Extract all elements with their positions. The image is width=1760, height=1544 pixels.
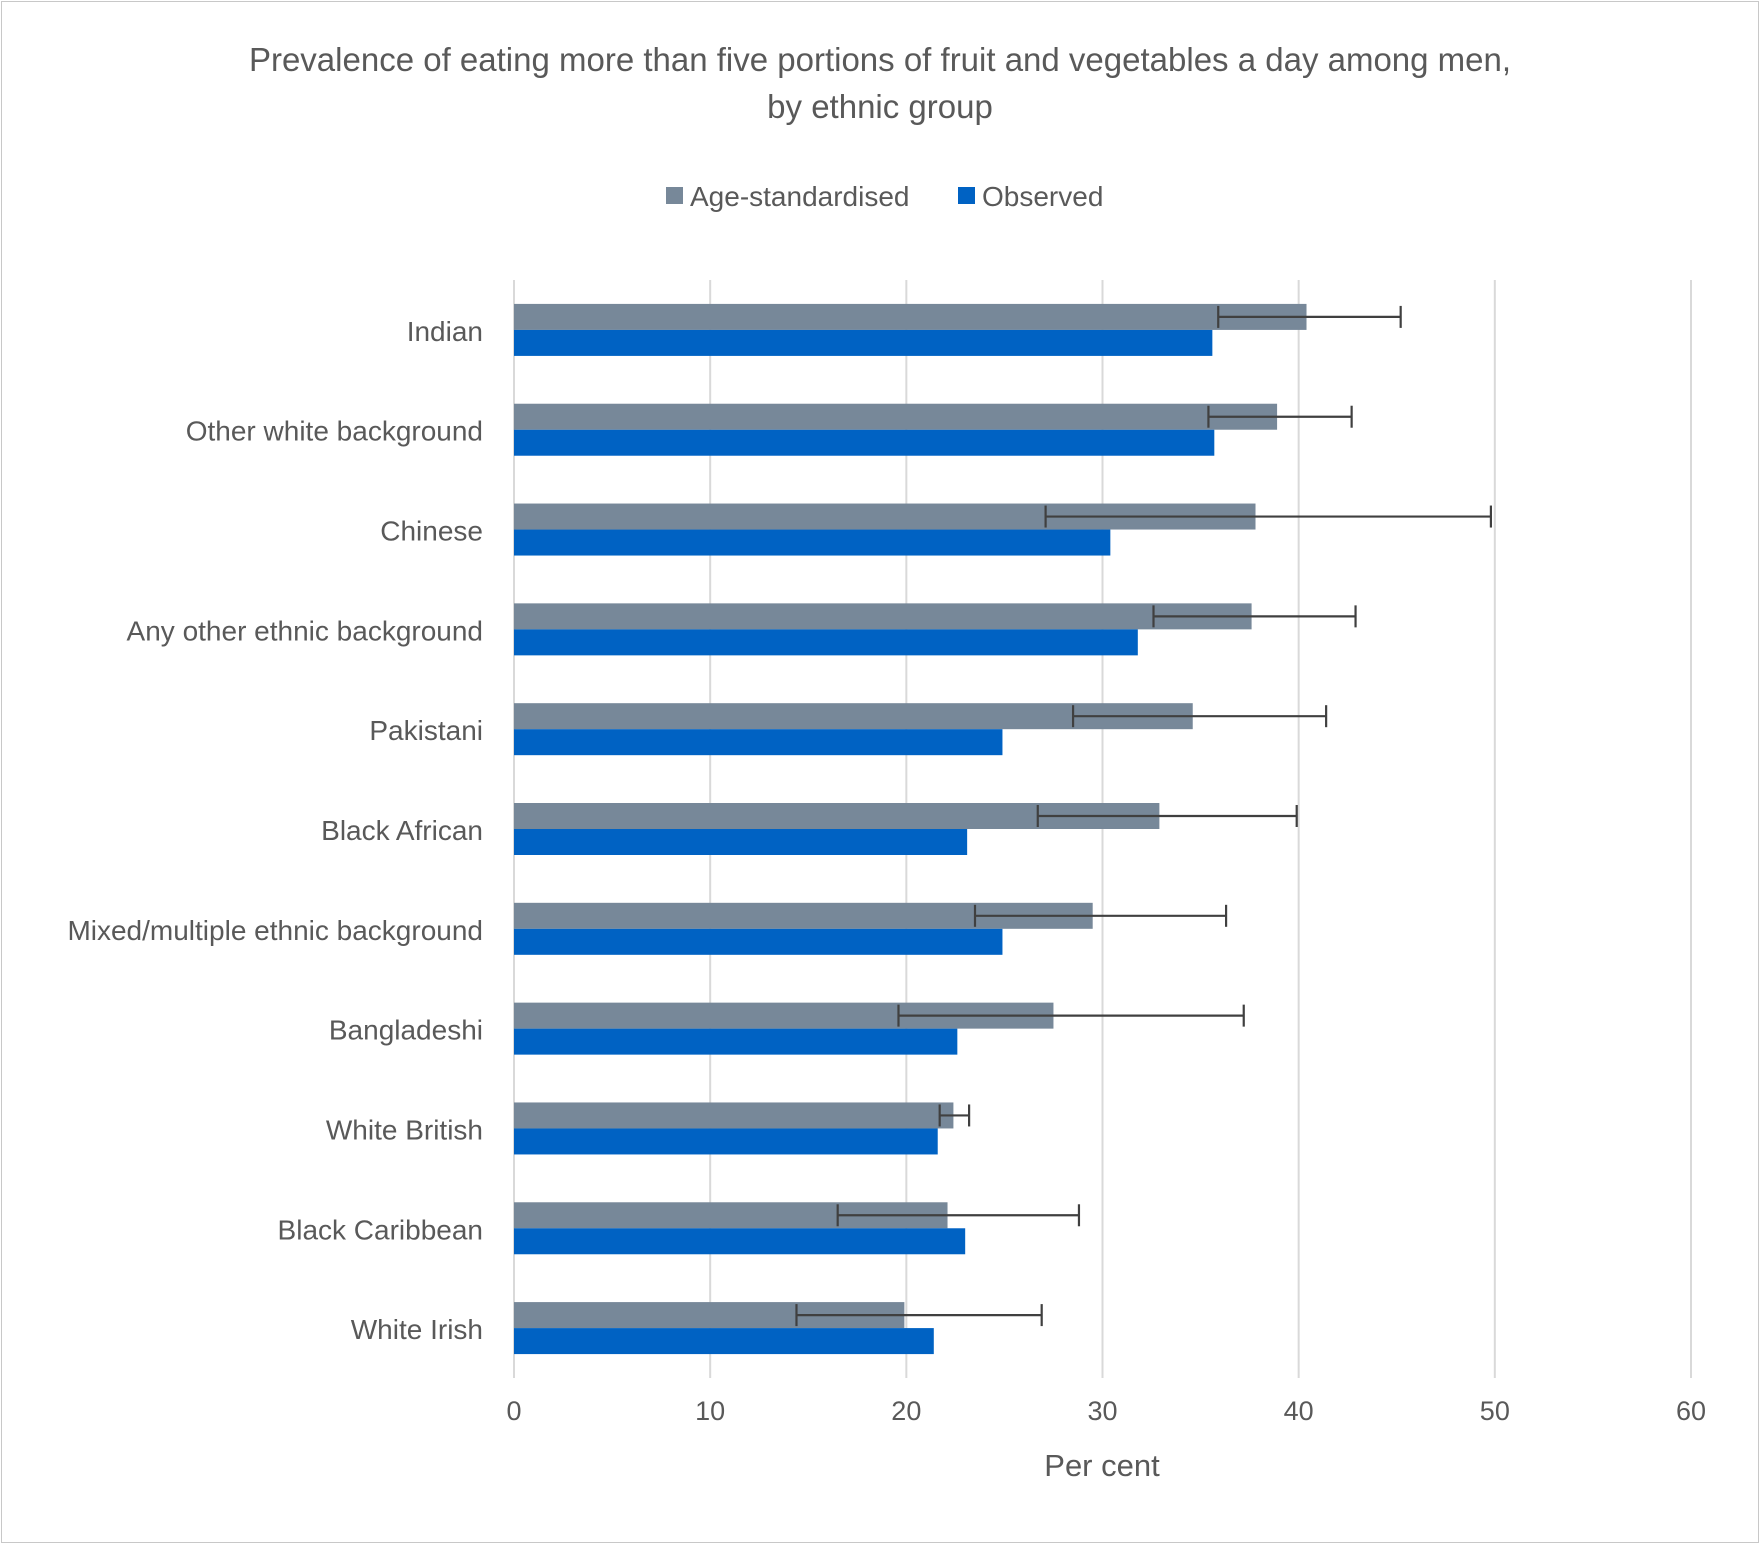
bar-age-standardised [514,303,1307,330]
bar-observed [514,329,1213,356]
bar-observed [514,1228,966,1255]
legend-label: Observed [982,181,1103,212]
x-axis-title: Per cent [1044,1448,1160,1483]
bar-observed [514,1328,934,1355]
bar-age-standardised [514,1102,954,1129]
legend-label: Age-standardised [690,181,909,212]
bars [514,303,1307,1355]
x-tick-label: 30 [1087,1396,1117,1426]
error-bar [795,1304,1043,1327]
category-labels: Indian Other white background Chinese Any o… [67,316,483,1345]
error-bar [938,1104,971,1127]
bar-observed [514,629,1138,656]
bar-observed [514,829,968,855]
error-bar [897,1004,1245,1027]
error-bar [1152,605,1357,628]
category-label: Other white background [186,416,483,447]
legend: Age-standardised Observed [666,181,1103,212]
category-label: Black Caribbean [278,1214,483,1245]
legend-swatch [666,187,683,204]
legend-item: Age-standardised [666,181,909,212]
bar-age-standardised [514,403,1278,430]
chart-title-line2: by ethnic group [767,88,993,125]
legend-item: Observed [958,181,1103,212]
category-label: Mixed/multiple ethnic background [67,915,483,946]
error-bar [836,1204,1081,1227]
x-tick-label: 0 [506,1396,521,1426]
legend-swatch [958,187,975,204]
category-label: Indian [407,316,483,347]
error-bars [795,305,1493,1327]
x-tick-labels: 0 10 20 30 40 50 60 [506,1396,1706,1426]
category-label: White Irish [351,1314,483,1345]
bar-observed [514,529,1111,556]
error-bar [973,904,1228,927]
category-label: White British [326,1114,483,1145]
x-tick-label: 20 [891,1396,921,1426]
bar-observed [514,729,1003,756]
bar-observed [514,1128,938,1155]
category-label: Black African [321,815,483,846]
x-tick-label: 50 [1480,1396,1510,1426]
gridlines [513,280,1692,1378]
x-tick-label: 40 [1284,1396,1314,1426]
error-bar [1036,805,1298,827]
error-bar [1207,405,1353,428]
x-tick-label: 60 [1676,1396,1706,1426]
chart-title-line1: Prevalence of eating more than five port… [249,41,1511,78]
error-bar [1217,305,1402,328]
bar-observed [514,1028,958,1055]
category-label: Bangladeshi [329,1015,483,1046]
category-label: Pakistani [369,715,483,746]
error-bar [1044,505,1493,528]
error-bar [1071,705,1328,728]
category-label: Chinese [380,516,483,547]
bar-observed [514,928,1003,955]
bar-age-standardised [514,603,1252,630]
x-tick-label: 10 [695,1396,725,1426]
category-label: Any other ethnic background [127,615,483,646]
bar-observed [514,429,1215,456]
